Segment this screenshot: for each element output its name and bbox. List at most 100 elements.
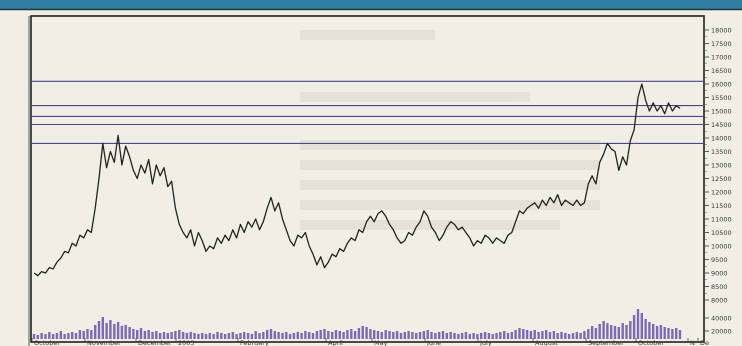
- volume-bar: [460, 333, 464, 339]
- volume-bar: [246, 333, 250, 339]
- volume-bar: [537, 332, 540, 339]
- show-through-text: [300, 30, 600, 230]
- x-axis: October November December 2003 February April…: [31, 338, 709, 346]
- volume-bar: [116, 322, 120, 339]
- volume-bar: [296, 332, 299, 339]
- volume-bar: [227, 333, 231, 339]
- volume-bar: [655, 326, 659, 339]
- x-tick-label: June: [426, 339, 441, 346]
- volume-bar: [201, 333, 204, 339]
- volume-bar: [346, 330, 349, 339]
- volume-bar: [434, 333, 437, 339]
- plot-frame: [30, 15, 705, 343]
- y-tick-label: 8000: [711, 296, 728, 304]
- volume-bar: [495, 333, 498, 339]
- volume-bar: [491, 334, 494, 339]
- y-tick-label: 10000: [711, 242, 732, 250]
- volume-bar: [575, 332, 578, 339]
- volume-bar: [120, 326, 124, 339]
- volume-bar: [617, 327, 620, 339]
- volume-bar: [220, 333, 223, 339]
- price-series-line: [33, 83, 681, 277]
- volume-bar: [571, 333, 575, 339]
- volume-bar: [59, 331, 62, 339]
- y-tick-label: 15500: [711, 94, 732, 102]
- volume-bar: [525, 330, 529, 339]
- volume-bar: [86, 329, 89, 339]
- volume-bar: [277, 332, 280, 339]
- volume-bar: [357, 328, 361, 339]
- volume-bar: [334, 330, 338, 339]
- x-tick-label: September: [588, 339, 624, 346]
- volume-bar: [587, 329, 590, 339]
- volume-bar: [136, 330, 139, 339]
- volume-bar: [315, 331, 319, 339]
- volume-bar: [128, 327, 131, 339]
- volume-bar: [606, 323, 609, 339]
- x-tick-label: February: [240, 339, 269, 346]
- volume-bar: [208, 333, 211, 339]
- volume-bar: [644, 319, 647, 339]
- volume-bar: [288, 334, 292, 339]
- volume-bar: [441, 331, 445, 339]
- volume-bar: [499, 332, 502, 339]
- volume-bar: [311, 333, 315, 339]
- volume-bar: [457, 334, 460, 339]
- volume-bar: [533, 330, 536, 339]
- volume-bar: [602, 321, 605, 339]
- volume-bar: [361, 326, 364, 339]
- volume-bar: [506, 333, 510, 339]
- volume-bar: [594, 328, 598, 339]
- volume-bar: [388, 331, 391, 339]
- x-tick-label: November: [87, 339, 121, 346]
- volume-bar: [659, 325, 663, 339]
- volume-bar: [231, 332, 234, 339]
- volume-bar: [40, 333, 43, 339]
- volume-bar: [476, 334, 479, 339]
- volume-bar: [445, 333, 448, 339]
- volume-bar: [281, 333, 284, 339]
- volume-bar: [438, 332, 441, 339]
- volume-bar: [235, 334, 238, 339]
- volume-bar: [71, 332, 74, 339]
- x-tick-label: April: [328, 339, 343, 346]
- y-tick-label: 11500: [711, 202, 732, 210]
- volume-bar: [193, 333, 196, 339]
- volume-bar: [636, 309, 640, 339]
- y-tick-label: 9000: [711, 269, 728, 277]
- volume-bar: [652, 324, 655, 339]
- x-tick-label: August: [535, 339, 558, 346]
- volume-bar: [51, 334, 55, 339]
- volume-bar: [174, 331, 177, 339]
- volume-bar: [342, 332, 345, 339]
- volume-bar: [105, 323, 108, 339]
- volume-bar: [648, 322, 651, 339]
- y-tick-label: 11000: [711, 215, 732, 223]
- y-tick-label: 13500: [711, 148, 732, 156]
- volume-bar: [82, 331, 85, 339]
- volume-bar: [579, 333, 582, 339]
- volume-bar: [376, 331, 380, 339]
- y-tick-label: 8500: [711, 283, 728, 291]
- volume-bar: [671, 329, 674, 339]
- y-tick-label: 12500: [711, 175, 732, 183]
- volume-bar: [254, 331, 257, 339]
- volume-bar: [556, 333, 559, 339]
- volume-bar: [338, 331, 341, 339]
- volume-bar: [124, 325, 127, 339]
- volume-bar: [675, 328, 678, 339]
- volume-bar: [178, 330, 181, 339]
- volume-bar: [63, 334, 66, 339]
- volume-bar: [353, 331, 357, 339]
- volume-bar: [55, 333, 59, 339]
- volume-bar: [143, 331, 147, 339]
- volume-bar: [197, 334, 200, 339]
- volume-bar: [74, 333, 78, 339]
- volume-bar: [151, 332, 154, 339]
- volume-bar: [514, 330, 517, 339]
- volume-bar: [44, 334, 47, 339]
- volume-bar: [564, 333, 567, 339]
- volume-bar: [468, 334, 471, 339]
- volume-bar: [166, 333, 169, 339]
